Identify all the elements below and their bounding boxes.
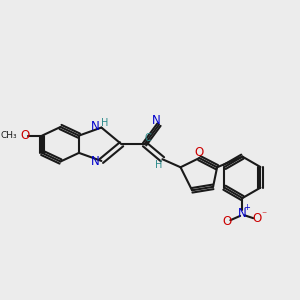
Text: H: H bbox=[155, 160, 163, 170]
Text: N: N bbox=[91, 121, 100, 134]
Text: O: O bbox=[195, 146, 204, 159]
Text: O: O bbox=[222, 215, 232, 228]
Text: +: + bbox=[244, 203, 250, 212]
Text: H: H bbox=[100, 118, 108, 128]
Text: O: O bbox=[21, 128, 30, 142]
Text: N: N bbox=[152, 114, 161, 127]
Text: N: N bbox=[91, 155, 100, 168]
Text: C: C bbox=[145, 133, 152, 143]
Text: ⁻: ⁻ bbox=[261, 210, 266, 220]
Text: O: O bbox=[252, 212, 262, 225]
Text: CH₃: CH₃ bbox=[0, 131, 17, 140]
Text: N: N bbox=[238, 206, 247, 220]
